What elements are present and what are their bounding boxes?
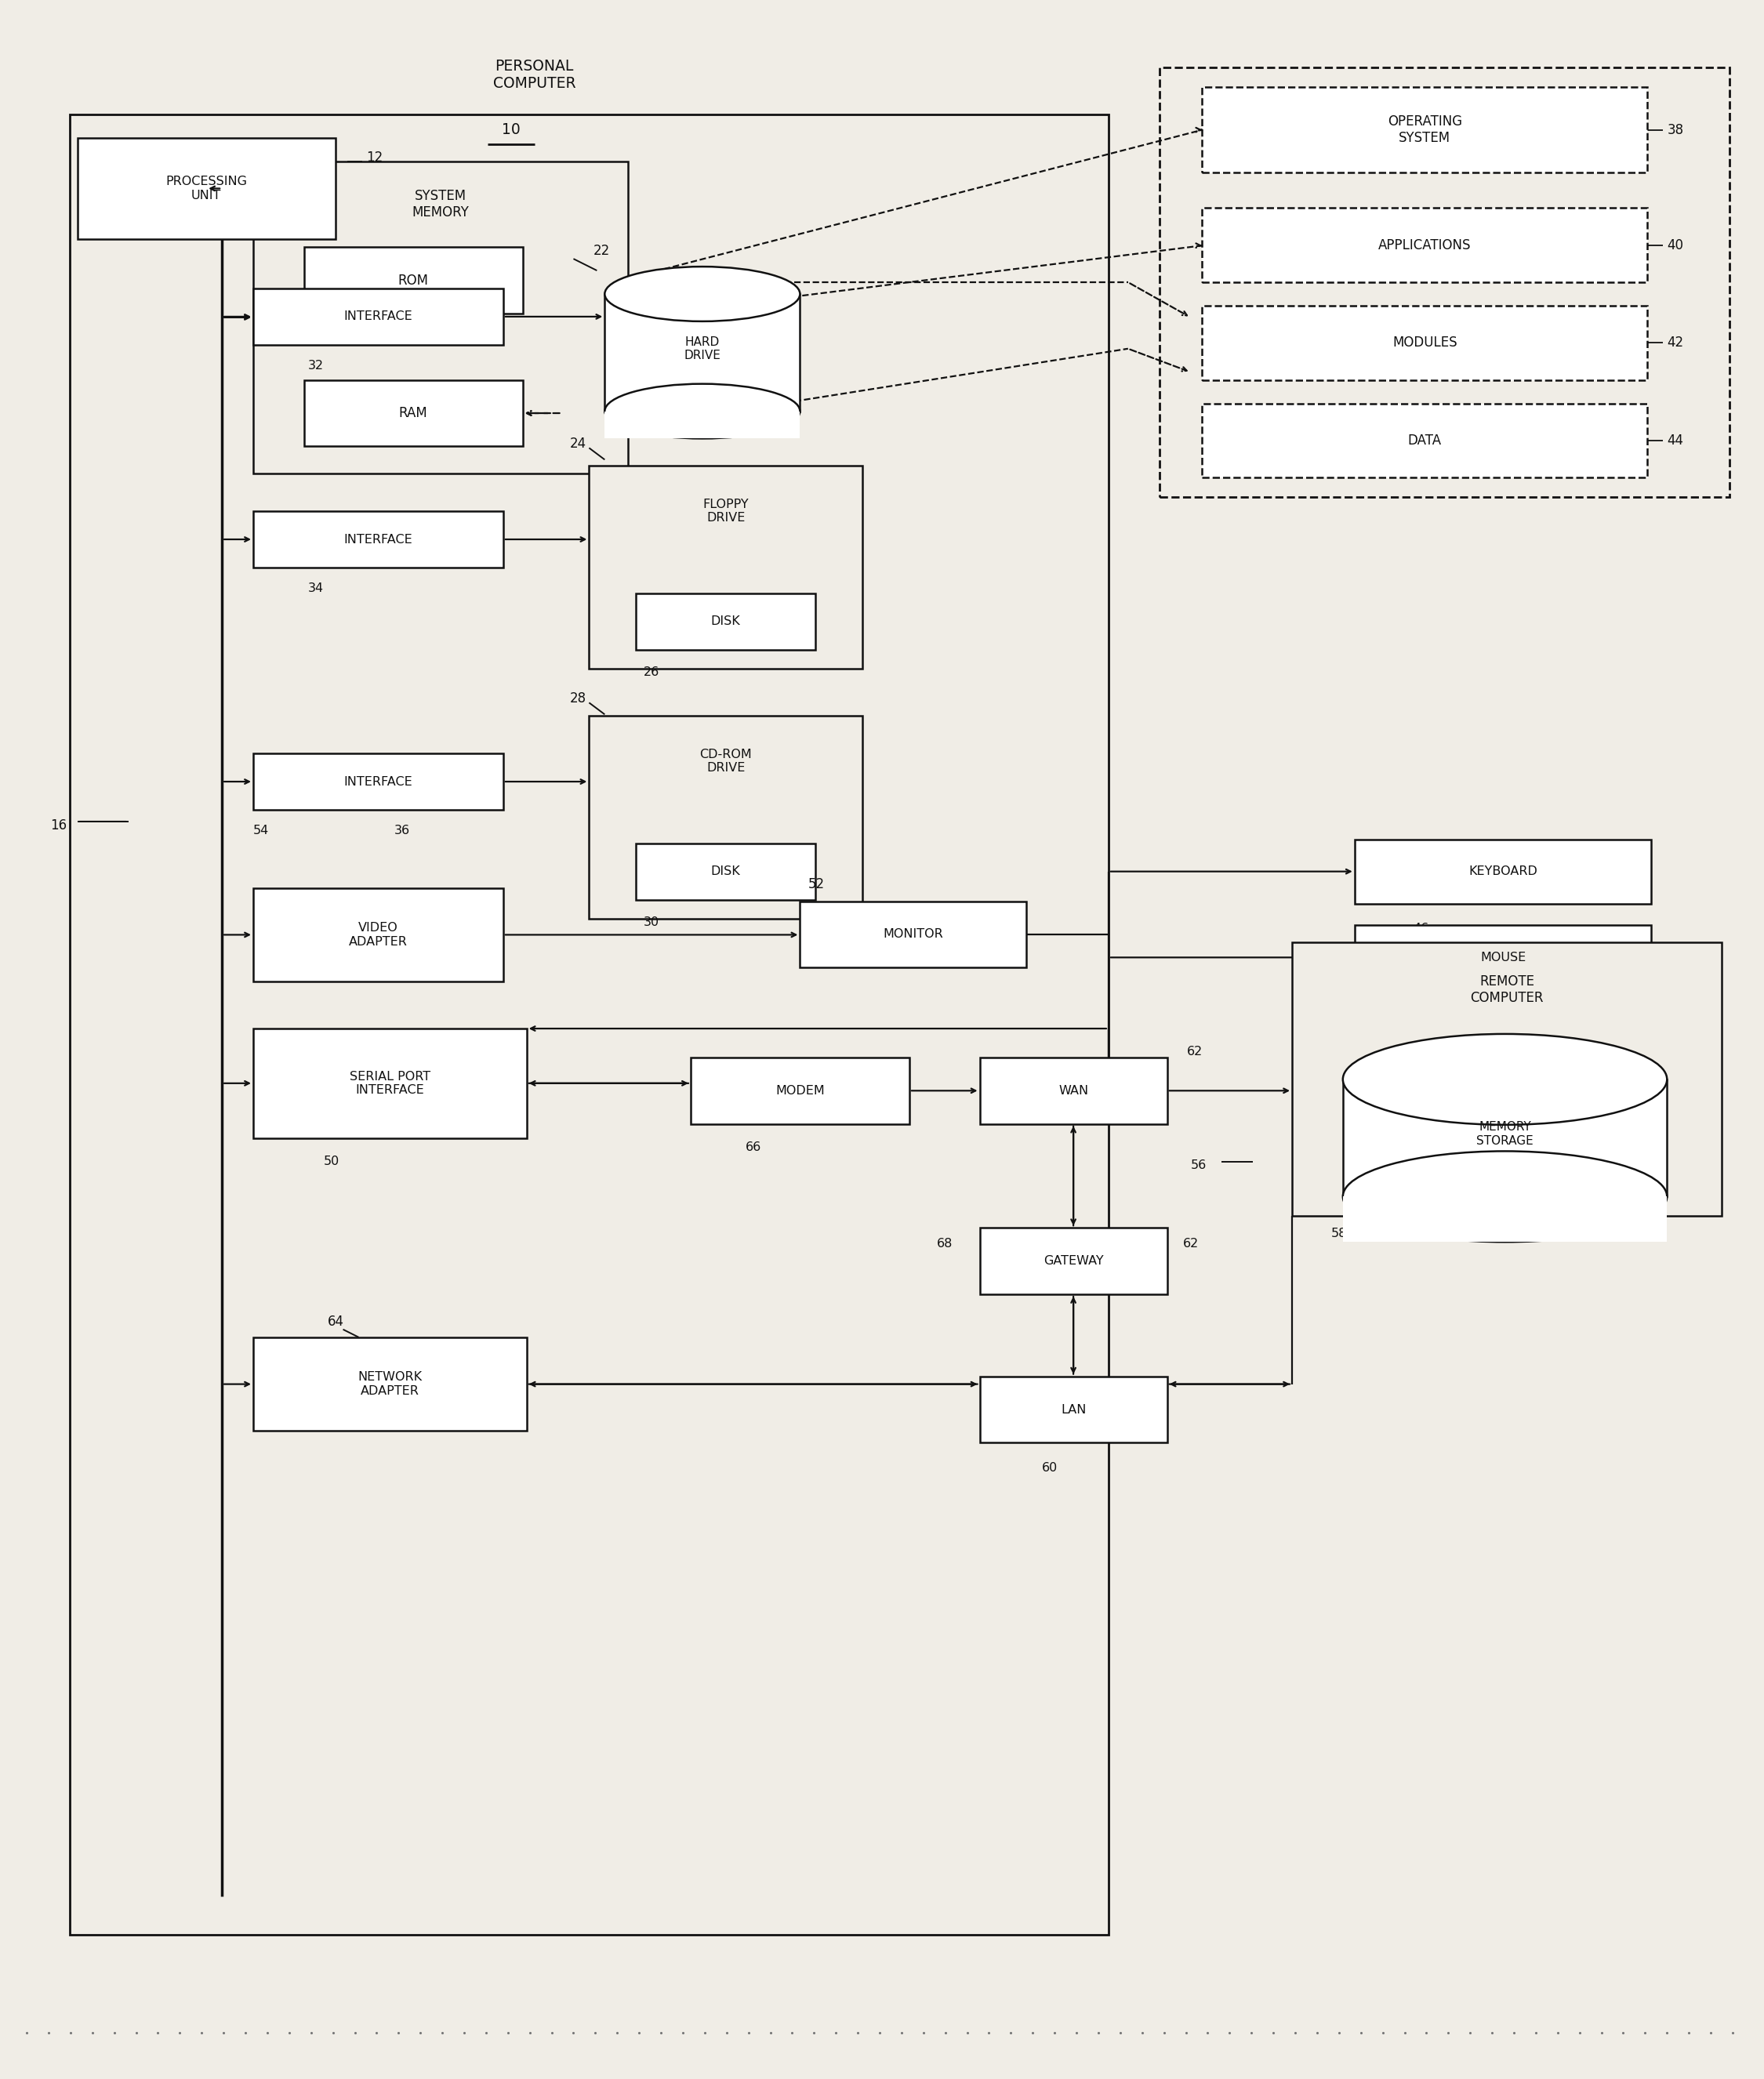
Bar (254, 162, 628, 474)
Text: 56: 56 (1191, 1160, 1207, 1170)
Bar (1355, 840, 1651, 904)
Bar (303, 380, 522, 447)
Text: 48: 48 (1381, 1008, 1397, 1021)
Text: APPLICATIONS: APPLICATIONS (1378, 239, 1471, 252)
Text: 14: 14 (656, 270, 672, 285)
Bar (801, 900, 1027, 967)
Bar (1342, 1198, 1667, 1241)
Text: GATEWAY: GATEWAY (1043, 1256, 1104, 1266)
Text: 62: 62 (1187, 1046, 1203, 1058)
Text: 26: 26 (644, 667, 660, 678)
Text: SERIAL PORT
INTERFACE: SERIAL PORT INTERFACE (349, 1071, 430, 1096)
Text: 28: 28 (570, 692, 586, 707)
Text: ROM: ROM (399, 272, 429, 287)
Text: 24: 24 (570, 437, 586, 451)
Text: 30: 30 (644, 917, 660, 927)
Text: LAN: LAN (1060, 1403, 1087, 1416)
Text: 18: 18 (296, 328, 312, 341)
Bar (589, 466, 863, 669)
Bar (605, 293, 801, 412)
Bar (637, 593, 815, 649)
Text: 10: 10 (501, 123, 520, 137)
Bar (1291, 942, 1722, 1216)
Ellipse shape (1342, 1152, 1667, 1241)
Bar (979, 1229, 1168, 1295)
Text: CD-ROM
DRIVE: CD-ROM DRIVE (700, 748, 751, 773)
Bar (254, 289, 503, 345)
Text: MODEM: MODEM (776, 1085, 824, 1096)
Bar (637, 844, 815, 900)
Text: SYSTEM
MEMORY: SYSTEM MEMORY (413, 189, 469, 218)
Text: PERSONAL
COMPUTER: PERSONAL COMPUTER (492, 58, 575, 91)
Text: MOUSE: MOUSE (1480, 952, 1526, 963)
Ellipse shape (1342, 1033, 1667, 1125)
Bar (254, 1029, 527, 1137)
Text: 50: 50 (323, 1156, 339, 1166)
Text: HARD
DRIVE: HARD DRIVE (684, 337, 721, 362)
Text: REMOTE
COMPUTER: REMOTE COMPUTER (1469, 975, 1544, 1004)
Text: MONITOR: MONITOR (884, 929, 944, 940)
Bar (1203, 208, 1648, 283)
Text: 32: 32 (309, 360, 323, 372)
Text: DISK: DISK (711, 615, 741, 628)
Text: FLOPPY
DRIVE: FLOPPY DRIVE (702, 499, 748, 524)
Text: 12: 12 (367, 150, 383, 164)
Text: DISK: DISK (711, 865, 741, 877)
Text: 16: 16 (49, 819, 67, 832)
Text: INTERFACE: INTERFACE (344, 775, 413, 788)
Text: 44: 44 (1667, 432, 1683, 447)
Text: 38: 38 (1667, 123, 1683, 137)
Text: 66: 66 (746, 1141, 762, 1154)
Bar (589, 715, 863, 919)
Text: 54: 54 (254, 825, 270, 836)
Text: VIDEO
ADAPTER: VIDEO ADAPTER (349, 923, 407, 948)
Bar (69, 114, 1108, 1936)
Text: 40: 40 (1667, 239, 1683, 252)
Text: 58: 58 (1332, 1227, 1348, 1239)
Text: 34: 34 (309, 582, 323, 595)
Bar (303, 247, 522, 314)
Bar (1355, 925, 1651, 990)
Text: INTERFACE: INTERFACE (344, 534, 413, 545)
Text: MEMORY
STORAGE: MEMORY STORAGE (1476, 1121, 1533, 1148)
Bar (1342, 1079, 1667, 1198)
Bar (1159, 67, 1729, 497)
Text: 42: 42 (1667, 337, 1683, 349)
Text: DATA: DATA (1408, 432, 1441, 447)
Text: 36: 36 (393, 825, 409, 836)
Text: 52: 52 (808, 877, 824, 892)
Bar (1203, 306, 1648, 380)
Text: NETWORK
ADAPTER: NETWORK ADAPTER (358, 1372, 422, 1397)
Text: 22: 22 (593, 243, 610, 258)
Text: MODULES: MODULES (1392, 337, 1457, 349)
Text: 46: 46 (1413, 923, 1429, 933)
Ellipse shape (605, 385, 801, 439)
Text: 68: 68 (937, 1237, 953, 1249)
Text: 60: 60 (1043, 1462, 1058, 1474)
Bar (254, 1337, 527, 1430)
Bar (979, 1376, 1168, 1443)
Text: 20: 20 (409, 328, 425, 341)
Bar (254, 753, 503, 809)
Bar (78, 137, 335, 239)
Text: WAN: WAN (1058, 1085, 1088, 1096)
Bar (1203, 403, 1648, 478)
Bar (691, 1058, 908, 1125)
Text: PROCESSING
UNIT: PROCESSING UNIT (166, 177, 247, 202)
Ellipse shape (605, 266, 801, 322)
Text: 64: 64 (328, 1314, 344, 1328)
Text: 62: 62 (1182, 1237, 1198, 1249)
Text: OPERATING
SYSTEM: OPERATING SYSTEM (1388, 114, 1462, 146)
Text: RAM: RAM (399, 405, 427, 420)
Text: INTERFACE: INTERFACE (344, 310, 413, 322)
Text: KEYBOARD: KEYBOARD (1468, 865, 1538, 877)
Bar (1203, 87, 1648, 173)
Bar (254, 888, 503, 981)
Bar (979, 1058, 1168, 1125)
Bar (605, 412, 801, 439)
Bar (254, 511, 503, 568)
